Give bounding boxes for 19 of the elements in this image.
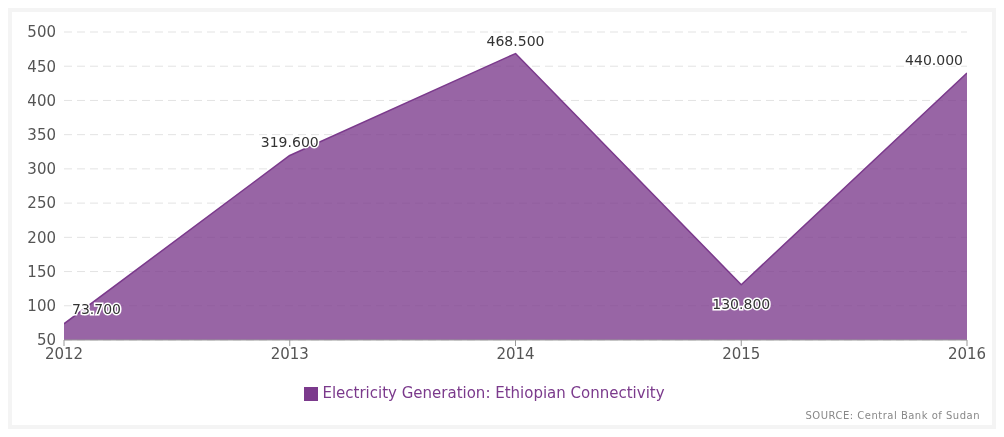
legend-label: Electricity Generation: Ethiopian Connectivity: [322, 384, 665, 402]
data-label: 319.600: [260, 134, 319, 151]
x-tick-label: 2016: [947, 344, 987, 363]
y-tick-label: 100: [27, 297, 56, 316]
y-tick-label: 250: [27, 194, 56, 213]
y-tick-label: 450: [27, 57, 56, 76]
data-label: 130.800: [712, 295, 771, 312]
data-label: 440.000: [905, 52, 963, 69]
source-note: SOURCE: Central Bank of Sudan: [805, 410, 980, 421]
x-tick-label: 2015: [722, 344, 761, 363]
data-label: 468.500: [486, 32, 545, 49]
x-tick-label: 2013: [270, 344, 309, 363]
y-tick-label: 400: [27, 91, 56, 110]
y-tick-label: 150: [27, 262, 56, 281]
y-tick-label: 500: [27, 23, 56, 42]
y-tick-label: 350: [27, 125, 56, 144]
x-tick-label: 2014: [496, 344, 535, 363]
y-tick-label: 300: [27, 160, 56, 179]
y-tick-label: 200: [27, 228, 56, 247]
